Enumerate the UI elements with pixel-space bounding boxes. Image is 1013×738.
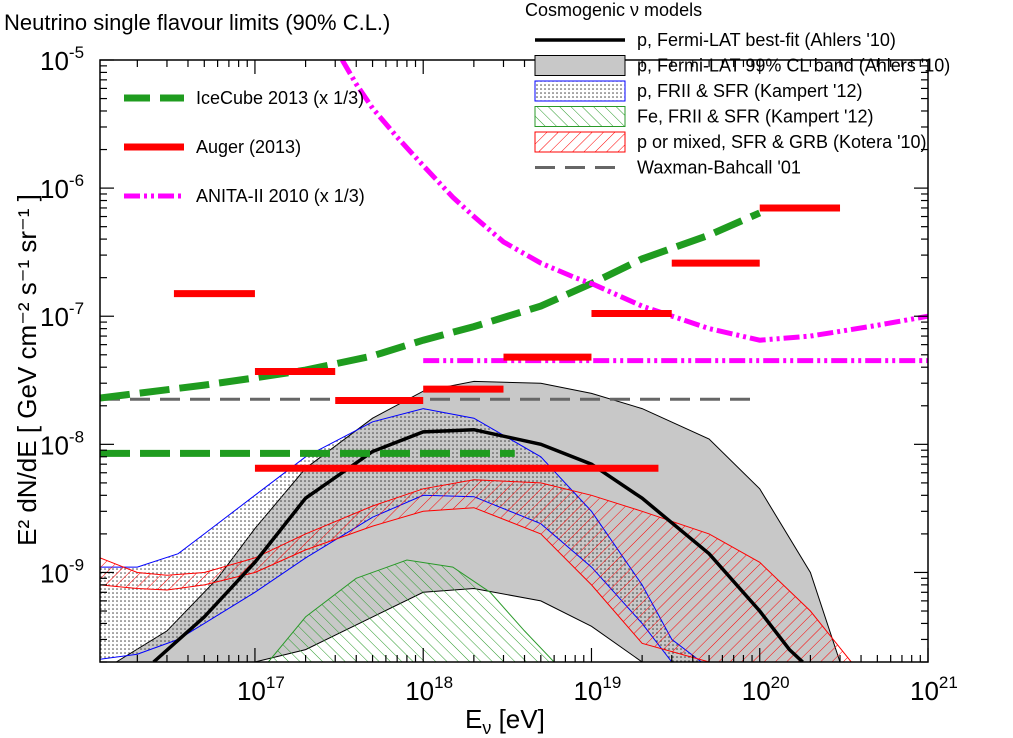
limits-legend: IceCube 2013 (x 1/3) Auger (2013) ANITA-II…	[124, 88, 365, 206]
models-legend: p, Fermi-LAT best-fit (Ahlers '10) p, Fer…	[534, 30, 950, 178]
ahlers-bestfit-line	[152, 427, 804, 662]
y-tick-label: 10-8	[40, 427, 84, 460]
models-legend-swatch-3	[534, 106, 626, 127]
x-tick-label: 1021	[910, 673, 958, 706]
kotera-band	[100, 479, 852, 662]
chart-title: Neutrino single flavour limits (90% C.L.…	[4, 10, 390, 35]
models-legend-label-0: p, Fermi-LAT best-fit (Ahlers '10)	[637, 30, 896, 50]
models-legend-label-4: p or mixed, SFR & GRB (Kotera '10)	[637, 132, 927, 152]
models-legend-title: Cosmogenic ν models	[525, 0, 702, 20]
plot-area	[100, 60, 928, 662]
x-tick-label: 1017	[237, 673, 285, 706]
models-legend-label-3: Fe, FRII & SFR (Kampert '12)	[637, 107, 874, 127]
models-legend-swatch-1	[534, 55, 626, 76]
limits-legend-label-0: IceCube 2013 (x 1/3)	[196, 88, 364, 108]
models-legend-label-2: p, FRII & SFR (Kampert '12)	[637, 81, 863, 101]
y-tick-label: 10-6	[40, 171, 84, 204]
x-tick-label: 1019	[573, 673, 621, 706]
models-legend-swatch-4	[534, 131, 626, 153]
models-legend-label-1: p, Fermi-LAT 99% CL band (Ahlers '10)	[637, 56, 950, 76]
y-axis-title: E² dN/dE [ GeV cm⁻² s⁻¹ sr⁻¹ ]	[12, 194, 42, 546]
anita-diffuse-line	[340, 60, 928, 343]
x-tick-label: 1018	[405, 673, 453, 706]
x-axis-title: Eν [eV]	[465, 704, 545, 738]
kampert-fe-band	[267, 559, 555, 662]
x-tick-label: 1020	[742, 673, 790, 706]
y-tick-label: 10-9	[40, 555, 84, 588]
kampert-p-band	[100, 408, 703, 662]
plot-frame	[99, 59, 929, 663]
models-legend-label-5: Waxman-Bahcall '01	[637, 158, 801, 178]
models-legend-swatch-2	[534, 80, 626, 102]
y-tick-label: 10-5	[40, 43, 84, 76]
limits-legend-label-2: ANITA-II 2010 (x 1/3)	[196, 186, 365, 206]
y-tick-label: 10-7	[40, 299, 84, 332]
icecube-diffuse-line	[100, 209, 762, 402]
limits-legend-label-1: Auger (2013)	[196, 137, 301, 157]
axis-tick-labels: 1017 1018 1019 1020 1021 10-5 10-6 10-7 10-8 10-9	[40, 43, 958, 706]
